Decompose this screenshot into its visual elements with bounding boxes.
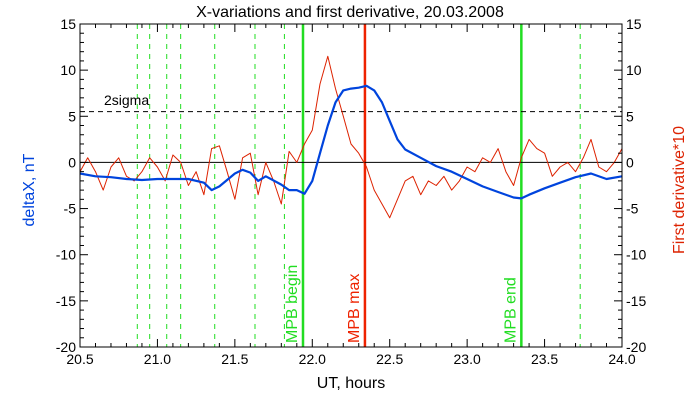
x-tick-label-0: 20.5 [66, 351, 93, 367]
y-tick-label-left-1: -15 [56, 293, 76, 309]
series-line-1 [79, 55, 623, 219]
marker-layer: MPB begin MPB max MPB end [136, 24, 581, 347]
plot-frame [79, 23, 623, 348]
y-tick-label-left-2: -10 [56, 247, 76, 263]
y-tick-label-right-6: 10 [626, 62, 642, 78]
x-tick-label-6: 23.5 [531, 351, 558, 367]
x-tick-label-1: 21.0 [144, 351, 171, 367]
y-tick-label-right-1: -15 [626, 293, 646, 309]
chart-title: X-variations and first derivative, 20.03… [196, 4, 504, 21]
y-tick-label-right-2: -10 [626, 247, 646, 263]
x-tick-label-5: 23.0 [454, 351, 481, 367]
y-tick-label-left-6: 10 [60, 62, 76, 78]
y-tick-label-left-5: 5 [68, 108, 76, 124]
y-tick-label-left-7: 15 [60, 16, 76, 32]
y-tick-label-right-4: 0 [626, 154, 634, 170]
y-tick-label-right-7: 15 [626, 16, 642, 32]
y-tick-label-right-5: 5 [626, 108, 634, 124]
y-tick-label-right-0: -20 [626, 339, 646, 355]
right-axis-title: First derivative*10 [671, 126, 688, 254]
x-tick-label-2: 21.5 [221, 351, 248, 367]
x-tick-label-4: 22.5 [376, 351, 403, 367]
y-tick-label-left-4: 0 [68, 154, 76, 170]
reference-label-2sigma: 2sigma [104, 92, 149, 108]
y-tick-label-right-3: -5 [626, 201, 639, 217]
x-tick-label-7: 24.0 [608, 351, 635, 367]
y-tick-label-left-0: -20 [56, 339, 76, 355]
y-tick-label-left-3: -5 [64, 201, 77, 217]
series-layer [79, 55, 623, 219]
series-line-0 [79, 84, 623, 200]
vertical-marker-label-2: MPB end [502, 277, 519, 343]
vertical-marker-label-0: MPB begin [284, 265, 301, 343]
x-tick-label-3: 22.0 [299, 351, 326, 367]
tick-layer: 20.5 21.0 21.5 22.0 22.5 23.0 23.5 24.0-20 -20-1… [56, 16, 647, 367]
vertical-marker-label-1: MPB max [346, 274, 363, 343]
left-axis-title: deltaX, nT [21, 153, 38, 226]
x-axis-title: UT, hours [317, 375, 385, 392]
